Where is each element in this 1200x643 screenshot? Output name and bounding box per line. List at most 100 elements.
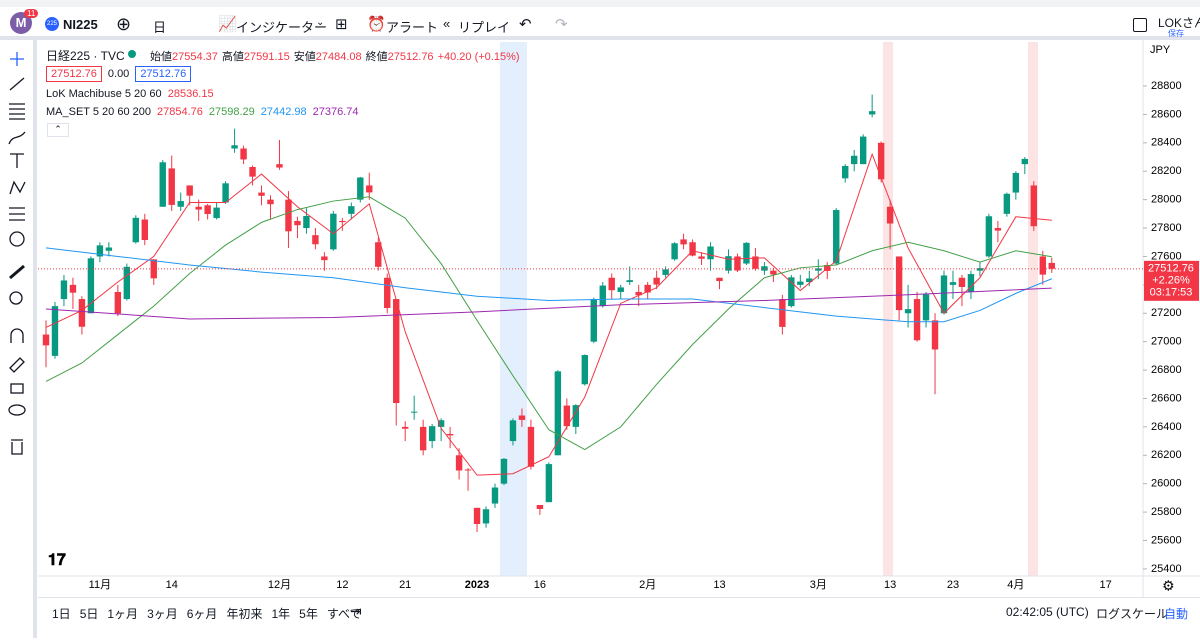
crosshair-tool[interactable]	[10, 52, 24, 66]
ohlc-value: 27512.76	[387, 51, 434, 63]
range-button[interactable]: 1日	[52, 607, 71, 621]
zoom-tool[interactable]	[9, 291, 23, 305]
ma-value: 27376.74	[312, 106, 359, 118]
replay-icon: «	[443, 16, 451, 31]
candle-body	[303, 215, 310, 229]
badge: 11	[24, 9, 39, 18]
candle-body	[249, 166, 256, 177]
candle-body	[455, 455, 463, 471]
candle-body	[168, 168, 175, 205]
add-symbol[interactable]: ⊕	[116, 14, 132, 34]
ma-line	[45, 287, 1052, 320]
user[interactable]: LOKさん	[1158, 16, 1200, 30]
eye-tool[interactable]	[8, 404, 26, 416]
candle-body	[877, 142, 885, 180]
ask-box: 27512.76	[135, 66, 192, 82]
candle-body	[150, 259, 157, 279]
y-tick-label: 28000	[1151, 194, 1182, 206]
y-tick-label: 26600	[1151, 392, 1182, 404]
range-button[interactable]: 5年	[299, 607, 318, 621]
candle-body	[842, 165, 849, 179]
candle-body	[886, 206, 894, 224]
candle-body	[581, 355, 588, 385]
range-button[interactable]: 1年	[271, 607, 291, 621]
spread: 0.00	[107, 68, 130, 80]
collapse-legend[interactable]: ⌃	[47, 123, 69, 137]
redo[interactable]: ↷	[555, 16, 568, 33]
alert[interactable]: アラート	[386, 20, 439, 35]
x-tick-label: 16	[534, 579, 546, 591]
undo[interactable]: ↶	[519, 16, 532, 33]
range-button[interactable]: 年初来	[226, 607, 263, 621]
emoji-tool[interactable]	[9, 231, 25, 247]
ma-row: MA_SET 5 20 60 200 27854.76 27598.29 27442.…	[46, 106, 359, 118]
candle-body	[419, 426, 427, 451]
candle-body	[500, 458, 508, 484]
magnet-tool[interactable]	[10, 328, 24, 343]
candle-body	[527, 426, 535, 467]
candle-body	[752, 256, 759, 269]
candle-body	[859, 136, 867, 165]
candle-body	[806, 278, 813, 283]
ma-value: 27442.98	[260, 106, 307, 118]
log-scale[interactable]: ログスケール	[1096, 607, 1169, 621]
tool-icons	[8, 52, 26, 455]
candle-body	[105, 247, 113, 251]
candle-body	[922, 294, 930, 321]
y-tick-label: 27600	[1151, 250, 1182, 262]
candle-body	[42, 334, 50, 346]
tv-logo: 𝟏𝟕	[48, 552, 66, 569]
indicators[interactable]: インジケーター	[236, 20, 328, 35]
candle-body	[635, 291, 642, 296]
indicator-icon: 📈	[218, 16, 237, 33]
candle-body	[833, 210, 840, 264]
candle-body	[231, 145, 238, 149]
text-tool[interactable]	[10, 153, 24, 168]
range-button[interactable]: 6ヶ月	[186, 607, 218, 621]
trendline-tool[interactable]	[9, 77, 25, 91]
candle-body	[716, 277, 723, 282]
currency: JPY	[1150, 44, 1171, 56]
save[interactable]: 保存	[1168, 29, 1184, 38]
x-tick-label: 2023	[465, 579, 489, 591]
replay[interactable]: リプレイ	[458, 20, 511, 35]
goto-date[interactable]: ⇥	[350, 603, 362, 619]
price-label-box	[1144, 260, 1199, 301]
layout-button[interactable]	[1133, 18, 1147, 32]
indicator-value: 28536.15	[167, 88, 214, 100]
range-button[interactable]: すべて	[326, 607, 362, 621]
fib-tool[interactable]	[9, 103, 25, 120]
indicator-name: LoK Machibuse 5 20 60	[46, 88, 162, 100]
range-button[interactable]: 5日	[79, 607, 99, 621]
settings[interactable]: ⚙	[1162, 578, 1175, 594]
candle-body	[132, 217, 139, 243]
range-button[interactable]: 1ヶ月	[107, 607, 139, 621]
brush-tool[interactable]	[8, 131, 26, 145]
trash-tool[interactable]	[11, 439, 23, 455]
candle-body	[294, 220, 301, 226]
candle-body	[725, 256, 732, 271]
ohlc-label: 始値	[150, 51, 172, 63]
candle-body	[788, 277, 795, 307]
interval[interactable]: 日	[153, 20, 167, 35]
lock-draw-tool[interactable]	[9, 357, 25, 373]
candle-body	[608, 277, 615, 291]
candle-body	[204, 205, 211, 214]
y-tick-label: 28600	[1151, 108, 1182, 120]
candle-body	[366, 185, 373, 193]
clock: 02:42:05 (UTC)	[1006, 605, 1089, 619]
ruler-tool[interactable]	[9, 264, 25, 280]
layouts[interactable]: ⊞	[335, 16, 348, 33]
pattern-tool[interactable]	[9, 180, 26, 195]
ohlc-value: 27484.08	[315, 51, 362, 63]
candle-body	[473, 507, 481, 525]
candle-body	[87, 258, 95, 314]
symbol[interactable]: NI225	[63, 17, 98, 32]
forecast-tool[interactable]	[9, 207, 25, 221]
auto-scale[interactable]: 自動	[1164, 607, 1189, 621]
dropdown[interactable]: ⌄	[316, 17, 325, 28]
candle-body	[357, 177, 364, 200]
lock-tool[interactable]	[10, 383, 24, 394]
range-button[interactable]: 3ヶ月	[147, 607, 178, 621]
